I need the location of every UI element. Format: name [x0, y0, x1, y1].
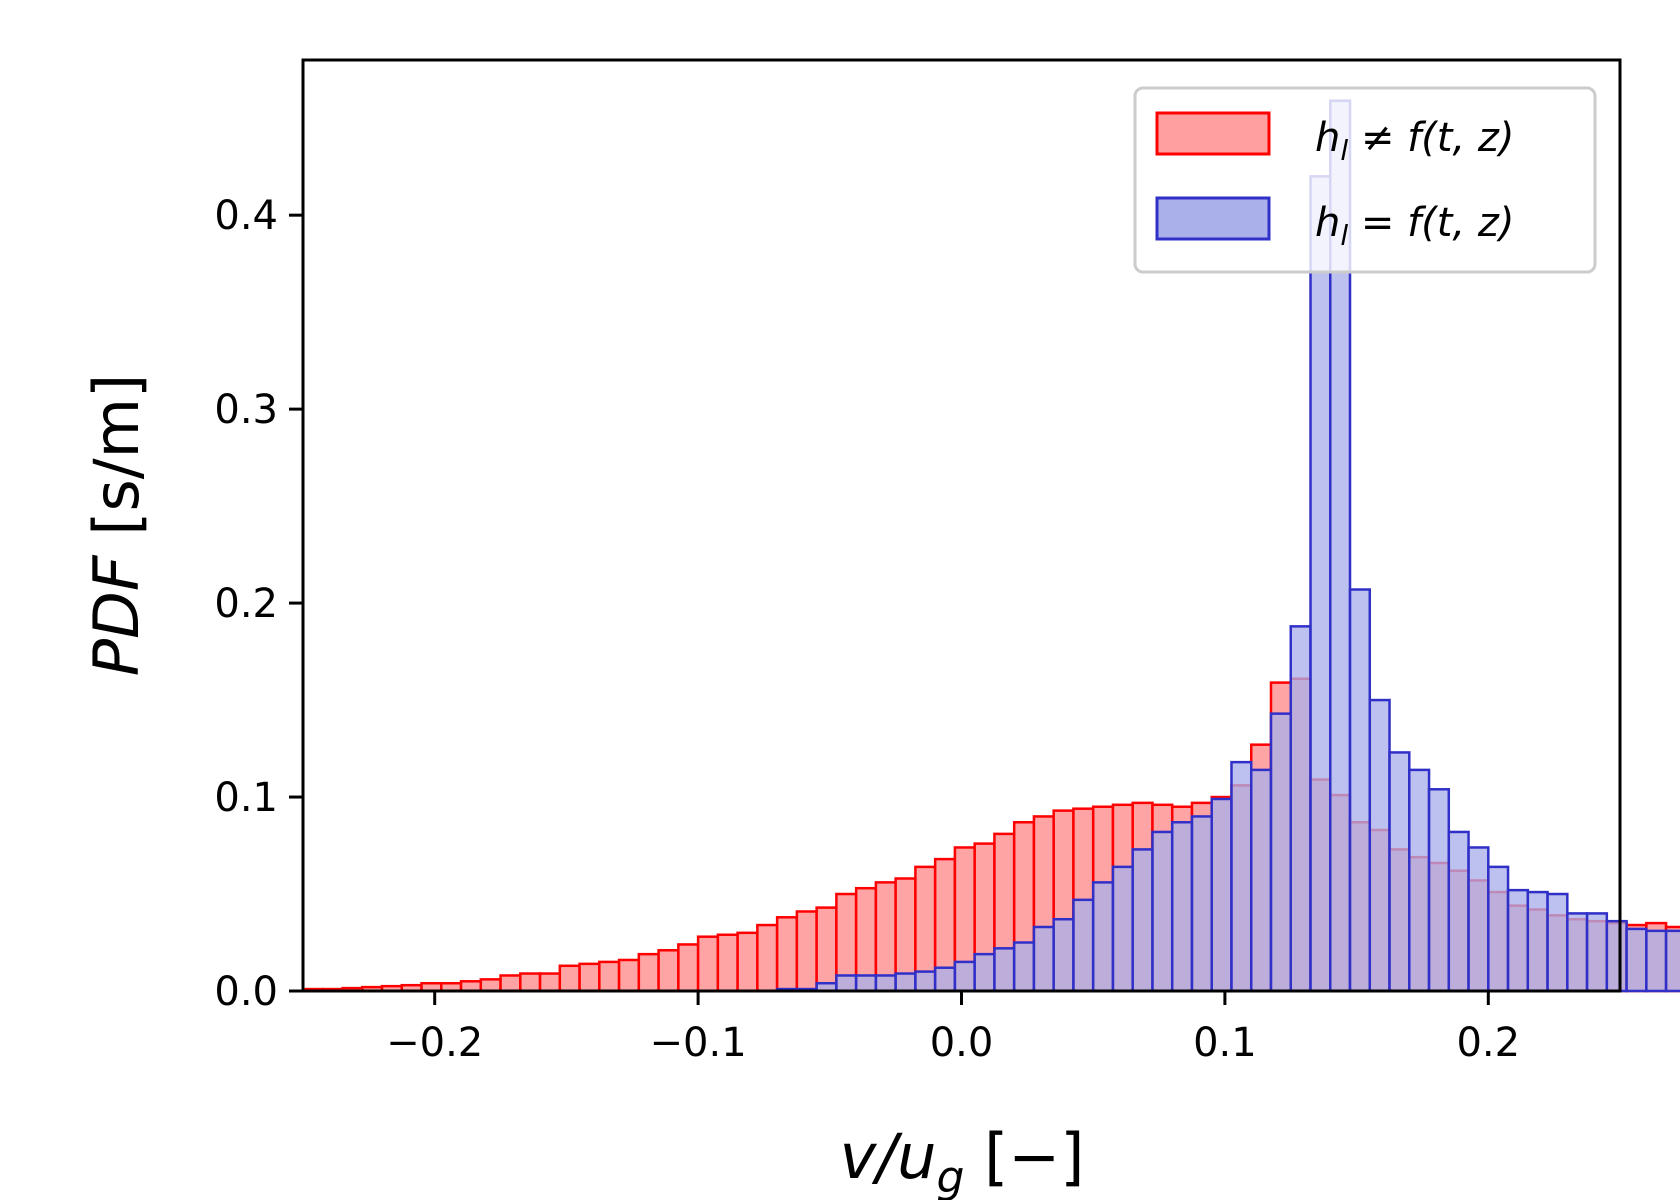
bar — [538, 972, 562, 993]
bar — [1388, 751, 1411, 993]
bar — [1408, 768, 1431, 993]
x-tick-label: 0.1 — [1193, 1020, 1257, 1066]
bar — [894, 972, 917, 993]
bar — [1447, 830, 1470, 993]
y-axis-ticks: 0.0 0.1 0.2 0.3 0.4 — [214, 193, 303, 1015]
bar — [519, 972, 542, 993]
bar — [1506, 888, 1530, 993]
bar — [1111, 865, 1134, 993]
bar — [657, 949, 680, 993]
bar — [1151, 830, 1174, 993]
bar — [1526, 890, 1549, 993]
y-tick-label: 0.2 — [214, 581, 278, 627]
bar — [1467, 846, 1490, 993]
bar — [1131, 848, 1154, 993]
bar — [953, 960, 976, 993]
bar — [637, 952, 660, 993]
bar — [1348, 588, 1372, 993]
bar — [598, 960, 621, 993]
bar — [795, 910, 818, 993]
bar — [1487, 865, 1510, 993]
bar — [1032, 925, 1055, 993]
bar — [578, 962, 601, 993]
bar — [677, 943, 700, 993]
y-tick-label: 0.0 — [214, 969, 278, 1015]
x-tick-label: 0.0 — [930, 1020, 994, 1066]
bar — [874, 974, 897, 993]
bar — [1052, 917, 1075, 993]
x-tick-label: −0.2 — [386, 1020, 483, 1066]
bar — [835, 974, 858, 993]
x-tick-label: −0.1 — [650, 1020, 747, 1066]
bar — [1664, 929, 1680, 993]
histogram-bars — [301, 99, 1680, 993]
bar — [558, 964, 581, 993]
y-tick-label: 0.1 — [214, 775, 278, 821]
bar — [1230, 760, 1253, 993]
bar — [479, 978, 502, 993]
bar — [914, 970, 937, 993]
bar — [1585, 912, 1609, 993]
bar — [854, 974, 878, 993]
bar — [617, 958, 641, 993]
legend-swatch-blue — [1155, 196, 1271, 241]
y-tick-label: 0.4 — [214, 193, 278, 239]
x-tick-label: 0.2 — [1456, 1020, 1520, 1066]
bar — [1012, 941, 1036, 993]
legend: hl ≠ f(t, z) hl = f(t, z) — [1133, 86, 1597, 274]
bar — [499, 974, 522, 993]
series-1-bars — [775, 99, 1680, 993]
bar — [1546, 892, 1569, 993]
bar — [1091, 881, 1115, 993]
bar — [993, 947, 1016, 993]
x-axis-label: v/ug [−] — [840, 1120, 1085, 1200]
bar — [1566, 912, 1589, 993]
bar — [775, 916, 799, 993]
bar — [756, 923, 779, 993]
bar — [973, 952, 996, 993]
y-axis-label: PDF [s/m] — [80, 374, 153, 676]
bar — [696, 935, 720, 993]
bar — [1645, 929, 1668, 993]
bar — [1269, 712, 1292, 993]
bar — [716, 933, 739, 993]
bar — [1289, 625, 1312, 993]
bar — [1072, 898, 1095, 993]
bar — [1190, 815, 1213, 993]
bar — [1605, 919, 1628, 993]
bar — [933, 966, 957, 993]
bar — [1368, 698, 1391, 993]
bar — [1249, 768, 1273, 993]
bar — [1309, 175, 1332, 993]
bar — [815, 906, 838, 993]
legend-label-blue: hl = f(t, z) — [1315, 200, 1515, 252]
bar — [1210, 797, 1233, 993]
y-tick-label: 0.3 — [214, 387, 278, 433]
x-axis-ticks: −0.2 −0.1 0.0 0.1 0.2 — [386, 991, 1520, 1066]
legend-swatch-red — [1155, 111, 1271, 156]
bar — [1625, 927, 1648, 993]
bar — [1170, 821, 1194, 993]
bar — [736, 931, 759, 993]
legend-label-red: hl ≠ f(t, z) — [1315, 115, 1515, 167]
bar — [1427, 788, 1451, 993]
